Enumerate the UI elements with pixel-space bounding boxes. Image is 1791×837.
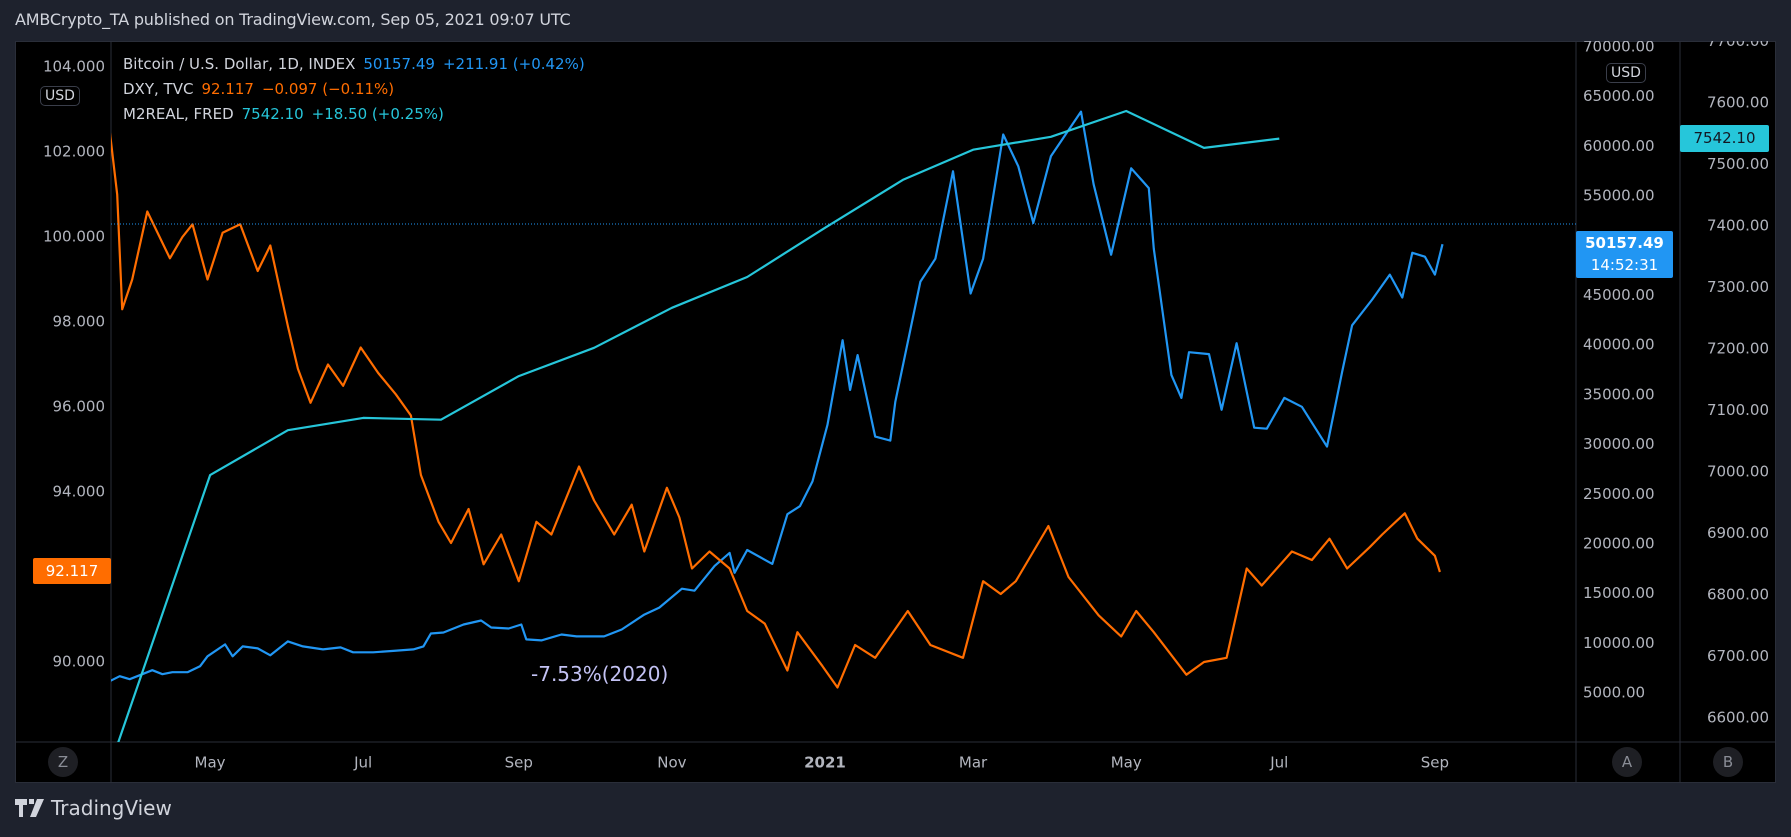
btc-axis-tick-label: 65000.00: [1583, 87, 1655, 105]
auto-scale-z-button[interactable]: Z: [48, 747, 78, 777]
right-axis-currency-badge[interactable]: USD: [1606, 63, 1646, 83]
btc-axis-tick-label: 45000.00: [1583, 286, 1655, 304]
axis-b-auto-button[interactable]: B: [1713, 747, 1743, 777]
legend-value: 92.117: [201, 80, 254, 98]
time-axis-tick-label: May: [1111, 754, 1142, 772]
btc-axis-tick-label: 70000.00: [1583, 41, 1655, 56]
left-axis-tick-label: 100.000: [43, 228, 105, 246]
left-axis-currency-badge[interactable]: USD: [40, 86, 80, 106]
m2-axis-tick-label: 7100.00: [1707, 401, 1769, 419]
legend-change: +18.50 (+0.25%): [311, 105, 444, 123]
btc-axis-tick-label: 30000.00: [1583, 435, 1655, 453]
legend-change: +211.91 (+0.42%): [442, 55, 585, 73]
m2-axis-tick-label: 6900.00: [1707, 524, 1769, 542]
btc-countdown: 14:52:31: [1590, 256, 1659, 274]
btc-axis-tick-label: 55000.00: [1583, 187, 1655, 205]
chart-annotation[interactable]: -7.53%(2020): [531, 662, 669, 686]
btc-axis-tick-label: 15000.00: [1583, 584, 1655, 602]
dxy-series-line[interactable]: [110, 131, 1441, 689]
m2-axis-tick-label: 7600.00: [1707, 94, 1769, 112]
left-axis-tick-label: 98.000: [53, 313, 106, 331]
legend-label: Bitcoin / U.S. Dollar, 1D, INDEX: [123, 55, 356, 73]
time-axis-tick-label: Sep: [1421, 754, 1449, 772]
m2-axis-tick-label: 7300.00: [1707, 278, 1769, 296]
m2-axis-tick-label: 6700.00: [1707, 647, 1769, 665]
chart-legend: Bitcoin / U.S. Dollar, 1D, INDEX 50157.49…: [123, 52, 593, 127]
m2real-series-line[interactable]: [110, 109, 1280, 767]
time-axis-tick-label: Jul: [1269, 754, 1288, 772]
tradingview-logo[interactable]: TradingView: [15, 796, 172, 820]
time-axis-tick-label: Mar: [959, 754, 988, 772]
axis-separators: [15, 41, 1776, 783]
btc-axis-tick-label: 5000.00: [1583, 684, 1645, 702]
legend-row-dxy[interactable]: DXY, TVC 92.117 −0.097 (−0.11%): [123, 77, 593, 102]
legend-change: −0.097 (−0.11%): [261, 80, 395, 98]
left-axis-tick-label: 96.000: [53, 398, 106, 416]
btc-axis-tick-label: 40000.00: [1583, 336, 1655, 354]
btc-axis-tick-label: 10000.00: [1583, 634, 1655, 652]
dxy-price-label: 92.117: [33, 558, 111, 584]
m2-axis-tick-label: 7400.00: [1707, 217, 1769, 235]
m2-axis-tick-label: 7200.00: [1707, 340, 1769, 358]
btc-axis-tick-label: 25000.00: [1583, 485, 1655, 503]
left-axis-tick-label: 94.000: [53, 483, 106, 501]
m2-axis-tick-label: 7500.00: [1707, 155, 1769, 173]
legend-label: M2REAL, FRED: [123, 105, 234, 123]
btc-series-line[interactable]: [110, 110, 1444, 682]
left-axis-tick-label: 102.000: [43, 143, 105, 161]
publish-header: AMBCrypto_TA published on TradingView.co…: [15, 10, 571, 29]
btc-axis-tick-label: 60000.00: [1583, 137, 1655, 155]
time-axis-tick-label: Jul: [353, 754, 372, 772]
legend-label: DXY, TVC: [123, 80, 194, 98]
chart-canvas[interactable]: 104.000 102.000 100.000 98.000 96.000 94.000 9…: [15, 41, 1776, 783]
time-axis-tick-label: Sep: [505, 754, 533, 772]
tradingview-logo-text: TradingView: [51, 796, 172, 820]
btc-axis-tick-label: 20000.00: [1583, 535, 1655, 553]
legend-row-m2real[interactable]: M2REAL, FRED 7542.10 +18.50 (+0.25%): [123, 102, 593, 127]
m2real-price-label: 7542.10: [1680, 125, 1769, 152]
m2-axis-tick-label: 6800.00: [1707, 586, 1769, 604]
left-axis-tick-label: 90.000: [53, 653, 106, 671]
legend-value: 7542.10: [241, 105, 304, 123]
legend-row-btc[interactable]: Bitcoin / U.S. Dollar, 1D, INDEX 50157.49…: [123, 52, 593, 77]
chart-frame: [15, 41, 1776, 783]
m2-axis-tick-label: 7700.00: [1707, 41, 1769, 50]
m2-axis-tick-label: 7000.00: [1707, 463, 1769, 481]
m2-axis-tick-label: 6600.00: [1707, 709, 1769, 727]
btc-axis-tick-label: 35000.00: [1583, 385, 1655, 403]
axis-a-auto-button[interactable]: A: [1612, 747, 1642, 777]
tradingview-logo-icon: [15, 799, 44, 817]
left-axis-tick-label: 104.000: [43, 58, 105, 76]
legend-value: 50157.49: [363, 55, 435, 73]
time-axis-tick-label: 2021: [804, 754, 846, 772]
time-axis-tick-label: Nov: [657, 754, 686, 772]
btc-price-label: 50157.49 14:52:31: [1576, 231, 1673, 278]
btc-price-value: 50157.49: [1585, 234, 1664, 252]
time-axis-tick-label: May: [195, 754, 226, 772]
